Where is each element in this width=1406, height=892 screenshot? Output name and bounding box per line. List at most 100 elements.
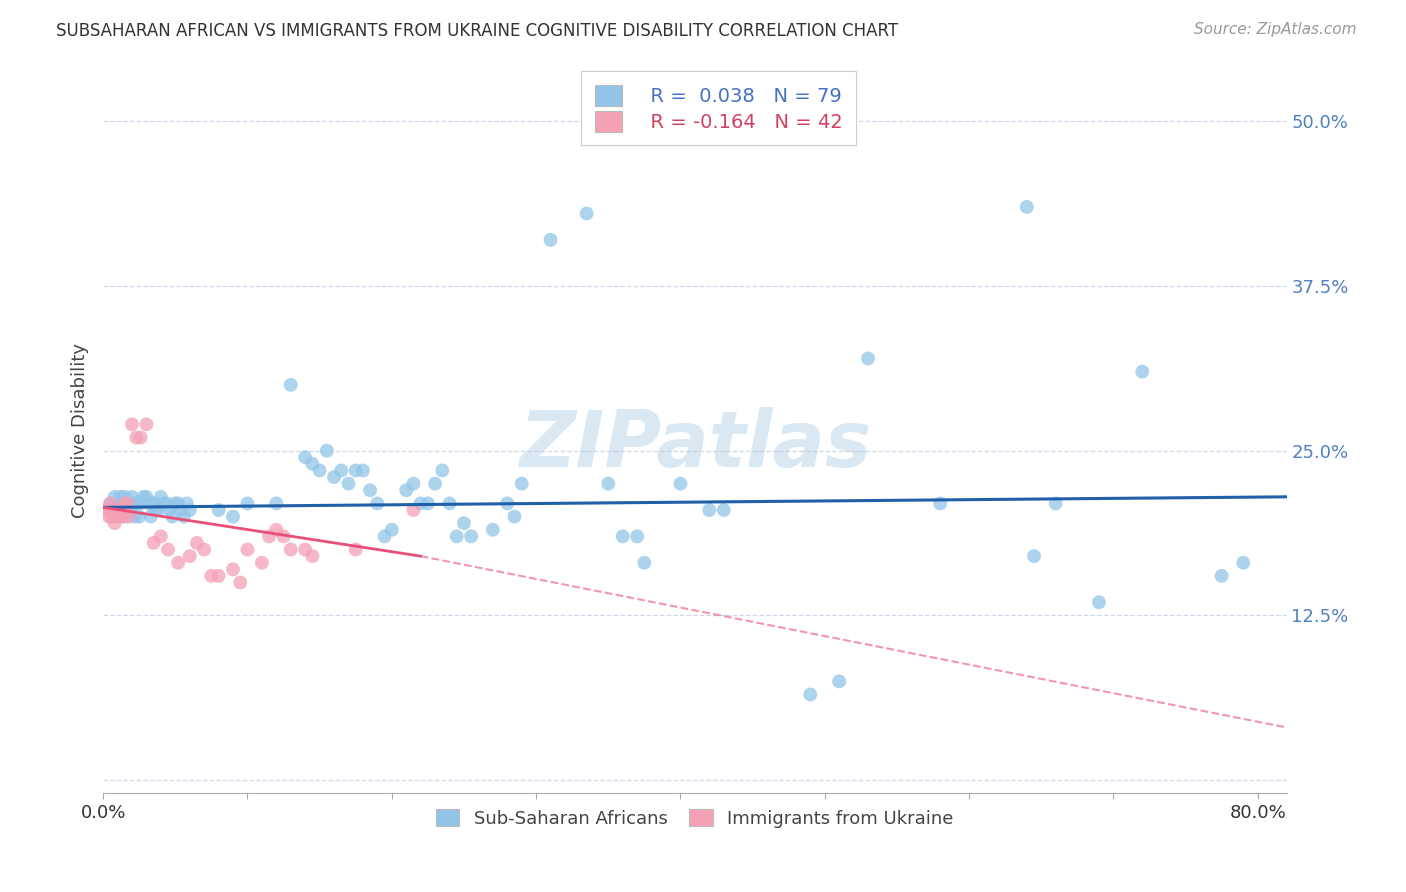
Point <box>236 496 259 510</box>
Point <box>107 503 129 517</box>
Point <box>142 536 165 550</box>
Text: SUBSAHARAN AFRICAN VS IMMIGRANTS FROM UKRAINE COGNITIVE DISABILITY CORRELATION C: SUBSAHARAN AFRICAN VS IMMIGRANTS FROM UK… <box>56 22 898 40</box>
Point <box>118 503 141 517</box>
Point <box>395 483 418 498</box>
Point <box>344 542 367 557</box>
Point <box>1022 549 1045 563</box>
Point <box>128 509 150 524</box>
Point <box>301 457 323 471</box>
Point <box>273 529 295 543</box>
Point <box>439 496 461 510</box>
Point <box>496 496 519 510</box>
Point <box>280 377 302 392</box>
Point <box>121 417 143 432</box>
Point <box>315 443 337 458</box>
Point <box>1232 556 1254 570</box>
Point <box>200 569 222 583</box>
Point <box>280 542 302 557</box>
Point <box>266 523 288 537</box>
Point <box>612 529 634 543</box>
Point <box>257 529 280 543</box>
Point <box>114 490 136 504</box>
Point <box>575 206 598 220</box>
Point <box>110 490 132 504</box>
Point <box>152 496 174 510</box>
Point <box>165 496 187 510</box>
Point <box>98 496 121 510</box>
Point <box>105 503 128 517</box>
Point <box>114 496 136 510</box>
Point <box>510 476 533 491</box>
Point <box>799 688 821 702</box>
Point <box>828 674 851 689</box>
Point <box>167 556 190 570</box>
Point <box>108 503 131 517</box>
Point <box>132 490 155 504</box>
Point <box>856 351 879 366</box>
Point <box>103 503 125 517</box>
Point <box>344 463 367 477</box>
Point <box>96 503 118 517</box>
Point <box>423 476 446 491</box>
Point <box>222 509 245 524</box>
Point <box>125 430 148 444</box>
Point <box>598 476 620 491</box>
Point <box>173 509 195 524</box>
Point <box>149 529 172 543</box>
Point <box>453 516 475 531</box>
Point <box>409 496 432 510</box>
Point <box>366 496 388 510</box>
Point <box>482 523 505 537</box>
Point <box>330 463 353 477</box>
Point <box>236 542 259 557</box>
Point <box>540 233 562 247</box>
Point <box>98 496 121 510</box>
Point <box>929 496 952 510</box>
Point <box>120 503 142 517</box>
Point <box>101 509 124 524</box>
Point <box>97 509 120 524</box>
Point <box>294 542 316 557</box>
Point <box>179 549 201 563</box>
Point <box>129 430 152 444</box>
Point <box>207 503 229 517</box>
Point <box>104 490 127 504</box>
Point <box>170 503 193 517</box>
Point <box>107 509 129 524</box>
Point <box>416 496 439 510</box>
Point <box>669 476 692 491</box>
Point <box>121 490 143 504</box>
Point <box>633 556 655 570</box>
Point <box>156 496 179 510</box>
Point <box>125 496 148 510</box>
Point <box>118 509 141 524</box>
Point <box>697 503 720 517</box>
Point <box>129 496 152 510</box>
Point <box>111 509 134 524</box>
Point <box>111 496 134 510</box>
Point <box>94 503 117 517</box>
Text: Source: ZipAtlas.com: Source: ZipAtlas.com <box>1194 22 1357 37</box>
Point <box>149 490 172 504</box>
Point <box>159 503 181 517</box>
Point <box>179 503 201 517</box>
Point <box>1088 595 1111 609</box>
Point <box>115 503 138 517</box>
Point <box>308 463 330 477</box>
Legend: Sub-Saharan Africans, Immigrants from Ukraine: Sub-Saharan Africans, Immigrants from Uk… <box>429 802 960 835</box>
Point <box>167 496 190 510</box>
Point <box>266 496 288 510</box>
Point <box>114 509 136 524</box>
Point <box>460 529 482 543</box>
Point <box>374 529 396 543</box>
Point <box>104 516 127 531</box>
Point <box>142 496 165 510</box>
Point <box>402 503 425 517</box>
Point <box>1045 496 1067 510</box>
Point <box>139 509 162 524</box>
Point <box>162 509 184 524</box>
Point <box>207 569 229 583</box>
Point <box>193 542 215 557</box>
Point <box>250 556 273 570</box>
Point <box>301 549 323 563</box>
